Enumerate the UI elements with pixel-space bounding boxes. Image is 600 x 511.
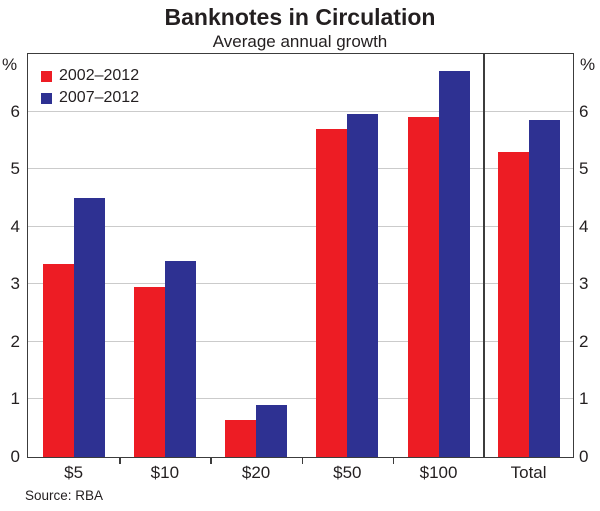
chart-title: Banknotes in Circulation <box>164 4 436 30</box>
y-axis-label-left-3: 3 <box>10 274 20 294</box>
legend-item-2002-2012: 2002–2012 <box>41 65 139 87</box>
x-axis-tick <box>119 458 121 464</box>
x-axis-label-5: $5 <box>64 463 84 482</box>
bar-20-2002-2012 <box>225 419 257 457</box>
gridline-y6 <box>28 110 573 112</box>
y-axis-label-left-2: 2 <box>10 331 20 351</box>
y-axis-label-left-4: 4 <box>10 216 20 236</box>
bar-Total-2007-2012 <box>528 120 560 457</box>
y-axis-label-left-5: 5 <box>10 159 20 179</box>
x-axis-label-100: $100 <box>419 463 458 482</box>
legend-label: 2002–2012 <box>59 67 140 84</box>
legend-swatch-red <box>41 70 52 82</box>
bar-5-2002-2012 <box>42 264 74 457</box>
x-axis-tick <box>210 458 212 464</box>
x-axis-tick <box>392 458 395 464</box>
gridline-y3 <box>28 283 573 285</box>
y-axis-label-right-4: 4 <box>579 216 589 236</box>
legend: 2002–2012 2007–2012 <box>41 65 139 109</box>
gridline-y2 <box>28 340 573 342</box>
bar-100-2002-2012 <box>407 117 439 457</box>
x-axis-label-50: $50 <box>333 463 362 482</box>
y-axis-label-left-1: 1 <box>10 389 20 409</box>
x-axis-tick <box>301 458 304 464</box>
y-axis-label-right-0: 0 <box>579 447 589 466</box>
x-axis-label-Total: Total <box>510 463 547 482</box>
plot-area: 2002–2012 2007–2012 <box>27 53 574 458</box>
y-axis-label-right-6: 6 <box>579 101 589 121</box>
bar-100-2007-2012 <box>438 71 470 457</box>
y-axis-label-right-1: 1 <box>579 389 589 409</box>
gridline-y1 <box>28 398 573 400</box>
bar-Total-2002-2012 <box>497 151 529 457</box>
source-note: Source: RBA <box>25 488 104 503</box>
bar-20-2007-2012 <box>256 405 288 457</box>
y-axis-label-right-5: 5 <box>579 159 589 179</box>
chart-subtitle: Average annual growth <box>212 32 388 51</box>
y-axis-label-right-2: 2 <box>579 331 589 351</box>
bar-50-2002-2012 <box>316 128 348 457</box>
bar-50-2007-2012 <box>347 114 379 457</box>
y-axis-label-right-3: 3 <box>579 274 589 294</box>
x-axis-label-10: $10 <box>150 463 180 482</box>
y-axis-unit-right: % <box>580 55 596 74</box>
gridline-y5 <box>28 168 573 170</box>
y-axis-label-left-0: 0 <box>10 447 20 466</box>
legend-swatch-blue <box>41 92 52 104</box>
x-axis-label-20: $20 <box>241 463 271 482</box>
bar-10-2002-2012 <box>133 287 165 457</box>
legend-item-2007-2012: 2007–2012 <box>41 87 139 109</box>
gridline-y4 <box>28 225 573 227</box>
bar-10-2007-2012 <box>164 261 196 457</box>
legend-label: 2007–2012 <box>59 89 140 106</box>
series-separator-line <box>483 54 485 457</box>
y-axis-unit-left: % <box>2 55 18 74</box>
bar-5-2007-2012 <box>73 197 105 457</box>
y-axis-label-left-6: 6 <box>10 101 20 121</box>
